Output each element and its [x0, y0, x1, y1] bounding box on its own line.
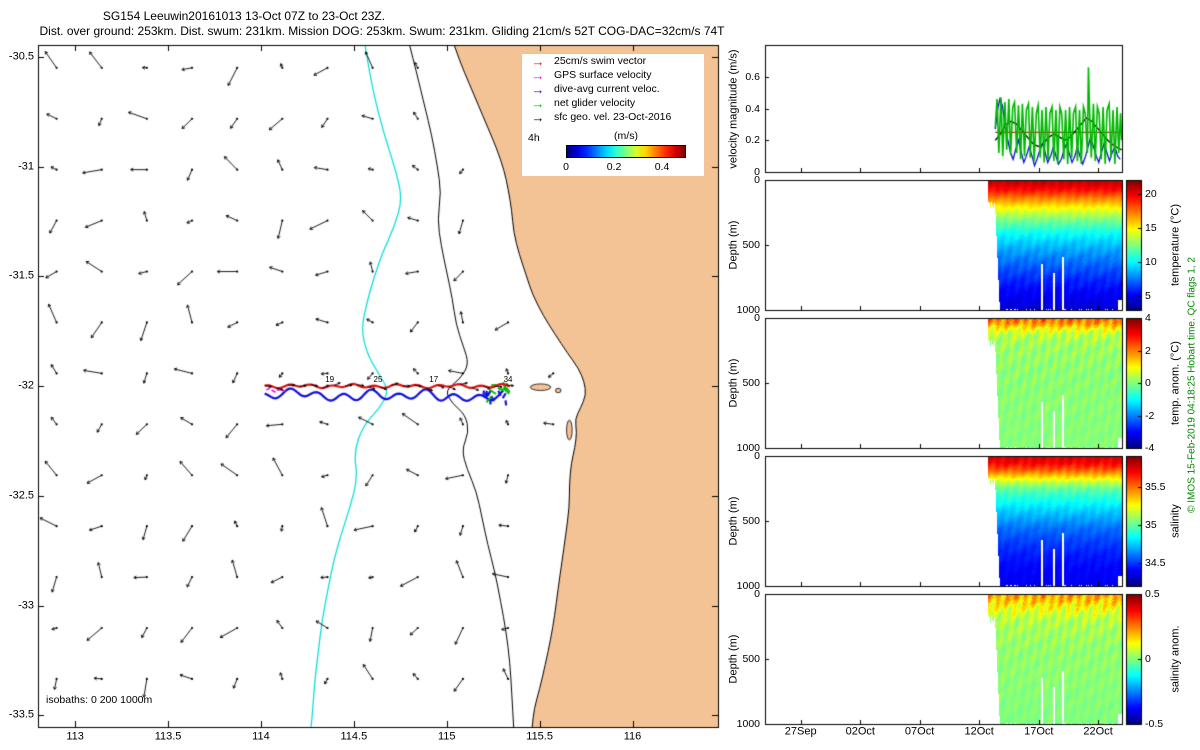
legend-label: net glider velocity: [554, 97, 636, 109]
figure-title: SG154 Leeuwin20161013 13-Oct 07Z to 23-O…: [102, 9, 386, 23]
legend-label: 25cm/s swim vector: [554, 55, 647, 67]
sfc-geo-velocity-legend-icon: →: [531, 109, 545, 125]
credit-text: © IMOS 15-Feb-2019 04:18:25 Hobart time.…: [1186, 257, 1198, 513]
map-colorbar-tick-label: 0: [563, 161, 569, 173]
legend-label: dive-avg current veloc.: [554, 83, 660, 95]
legend-item: → GPS surface velocity: [522, 68, 704, 82]
map-legend: → 25cm/s swim vector → GPS surface veloc…: [522, 54, 704, 176]
map-colorbar-tick-labels: 0 0.2 0.4: [563, 161, 686, 174]
isobath-note: isobaths: 0 200 1000m: [46, 694, 153, 706]
legend-item: → sfc geo. vel. 23-Oct-2016: [522, 110, 704, 124]
map-colorbar-tick-label: 0.4: [654, 161, 670, 173]
legend-item: → dive-avg current veloc.: [522, 82, 704, 96]
legend-item: → net glider velocity: [522, 96, 704, 110]
swim-vector-legend-icon: →: [531, 53, 545, 69]
legend-label: sfc geo. vel. 23-Oct-2016: [554, 111, 672, 123]
dive-avg-current-legend-icon: →: [531, 81, 545, 97]
legend-label: GPS surface velocity: [554, 69, 652, 81]
map-colorbar-tick-label: 0.2: [606, 161, 622, 173]
map-colorbar-title: (m/s): [614, 130, 638, 142]
gps-velocity-legend-icon: →: [531, 67, 545, 83]
legend-item: → 25cm/s swim vector: [522, 54, 704, 68]
map-colorbar-block: 4h (m/s) 0 0.2 0.4: [522, 130, 704, 176]
figure-subtitle: Dist. over ground: 253km. Dist. swum: 23…: [39, 24, 725, 38]
map-colorbar: [566, 145, 686, 158]
net-glider-velocity-legend-icon: →: [531, 95, 545, 111]
time-interval-label: 4h: [528, 132, 540, 144]
